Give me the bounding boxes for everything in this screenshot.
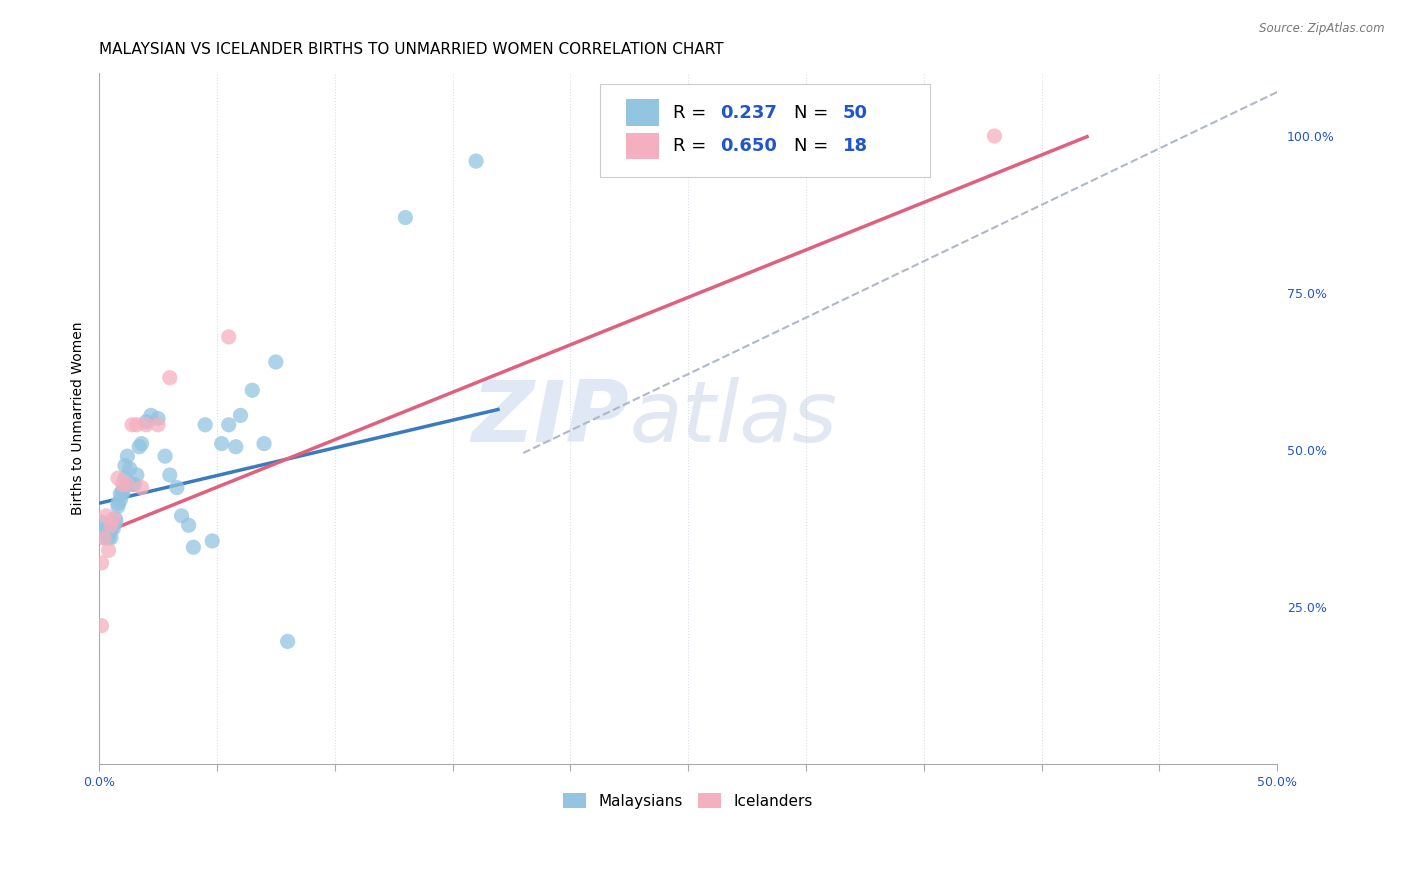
Malaysians — [90, 515, 112, 529]
Icelanders — [117, 477, 139, 491]
Icelanders — [93, 531, 115, 545]
Malaysians — [264, 355, 287, 369]
Icelanders — [97, 543, 120, 558]
Malaysians — [93, 531, 115, 545]
Malaysians — [465, 154, 488, 169]
Text: 50: 50 — [842, 103, 868, 121]
Malaysians — [131, 436, 153, 450]
Icelanders — [90, 556, 112, 570]
Icelanders — [90, 618, 112, 632]
Malaysians — [139, 409, 162, 423]
Malaysians — [177, 518, 200, 533]
Text: N =: N = — [794, 136, 834, 154]
Icelanders — [96, 508, 118, 523]
Malaysians — [111, 483, 134, 498]
Malaysians — [183, 540, 205, 554]
Malaysians — [218, 417, 240, 432]
Icelanders — [983, 128, 1005, 143]
Icelanders — [111, 477, 134, 491]
Malaysians — [97, 531, 120, 545]
Malaysians — [128, 440, 150, 454]
Icelanders — [159, 370, 181, 384]
Text: R =: R = — [673, 103, 711, 121]
Malaysians — [104, 515, 127, 529]
Text: 18: 18 — [842, 136, 868, 154]
Malaysians — [107, 496, 129, 510]
Malaysians — [166, 481, 188, 495]
Malaysians — [253, 436, 276, 450]
Icelanders — [121, 417, 143, 432]
Text: 0.237: 0.237 — [720, 103, 778, 121]
Malaysians — [117, 477, 139, 491]
Icelanders — [125, 417, 148, 432]
Malaysians — [394, 211, 416, 225]
Malaysians — [201, 533, 224, 548]
Icelanders — [107, 471, 129, 485]
Malaysians — [103, 521, 125, 535]
FancyBboxPatch shape — [626, 133, 658, 159]
Malaysians — [121, 477, 143, 491]
Malaysians — [194, 417, 217, 432]
Text: atlas: atlas — [630, 377, 837, 460]
Icelanders — [131, 481, 153, 495]
Text: ZIP: ZIP — [471, 377, 630, 460]
Malaysians — [159, 468, 181, 483]
Malaysians — [107, 500, 129, 514]
Malaysians — [211, 436, 233, 450]
Text: N =: N = — [794, 103, 834, 121]
Malaysians — [111, 487, 134, 501]
Malaysians — [118, 461, 141, 475]
Malaysians — [114, 458, 136, 473]
Malaysians — [146, 411, 169, 425]
Icelanders — [135, 417, 157, 432]
FancyBboxPatch shape — [600, 84, 929, 177]
FancyBboxPatch shape — [626, 99, 658, 126]
Malaysians — [100, 531, 122, 545]
Malaysians — [100, 524, 122, 539]
Malaysians — [229, 409, 252, 423]
Malaysians — [225, 440, 247, 454]
Malaysians — [103, 518, 125, 533]
Malaysians — [170, 508, 193, 523]
Y-axis label: Births to Unmarried Women: Births to Unmarried Women — [72, 322, 86, 516]
Malaysians — [277, 634, 299, 648]
Malaysians — [97, 521, 120, 535]
Malaysians — [114, 471, 136, 485]
Icelanders — [146, 417, 169, 432]
Malaysians — [110, 493, 132, 508]
Malaysians — [153, 449, 176, 463]
Text: R =: R = — [673, 136, 711, 154]
Malaysians — [110, 487, 132, 501]
Malaysians — [240, 384, 263, 398]
Text: MALAYSIAN VS ICELANDER BIRTHS TO UNMARRIED WOMEN CORRELATION CHART: MALAYSIAN VS ICELANDER BIRTHS TO UNMARRI… — [100, 42, 724, 57]
Text: Source: ZipAtlas.com: Source: ZipAtlas.com — [1260, 22, 1385, 36]
Malaysians — [125, 468, 148, 483]
Icelanders — [103, 512, 125, 526]
Text: 0.650: 0.650 — [720, 136, 778, 154]
Malaysians — [117, 449, 139, 463]
Icelanders — [218, 330, 240, 344]
Malaysians — [104, 512, 127, 526]
Malaysians — [135, 415, 157, 429]
Malaysians — [93, 524, 115, 539]
Legend: Malaysians, Icelanders: Malaysians, Icelanders — [557, 787, 818, 815]
Malaysians — [96, 527, 118, 541]
Icelanders — [100, 518, 122, 533]
Malaysians — [124, 477, 146, 491]
Malaysians — [96, 521, 118, 535]
